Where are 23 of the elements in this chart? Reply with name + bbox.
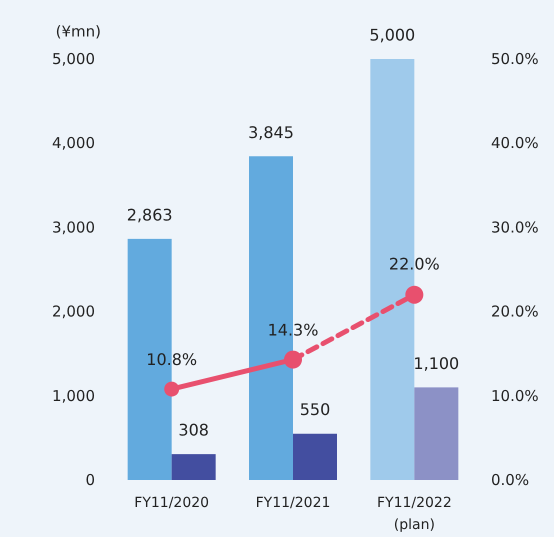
data-label: 550 [300, 400, 330, 420]
y-tick-label: 4,000 [52, 134, 95, 152]
y2-tick-label: 0.0% [491, 471, 530, 489]
y2-tick-label: 40.0% [491, 134, 539, 152]
y2-tick-label: 20.0% [491, 302, 539, 321]
y-tick-label: 3,000 [52, 218, 95, 236]
data-label: 2,863 [126, 205, 173, 224]
data-label: 5,000 [369, 26, 416, 44]
data-label: 3,845 [248, 122, 294, 142]
data-label: 308 [178, 420, 209, 440]
y-tick-label: 5,000 [52, 50, 95, 68]
data-label: 1,100 [413, 354, 460, 373]
x-tick-label: FY11/2022 (plan) [376, 495, 452, 533]
x-tick-label: FY11/2021 [256, 495, 330, 511]
data-label: 22.0% [388, 254, 440, 274]
y-tick-label: 0 [85, 471, 95, 489]
x-tick-label: FY11/2020 [134, 495, 210, 511]
y-axis-title: (¥mn) [56, 22, 101, 40]
y2-tick-label: 30.0% [491, 218, 539, 236]
y-tick-label: 1,000 [52, 386, 95, 405]
y-tick-label: 2,000 [52, 302, 95, 321]
y2-tick-label: 10.0% [491, 386, 539, 405]
y2-tick-label: 50.0% [491, 50, 539, 68]
